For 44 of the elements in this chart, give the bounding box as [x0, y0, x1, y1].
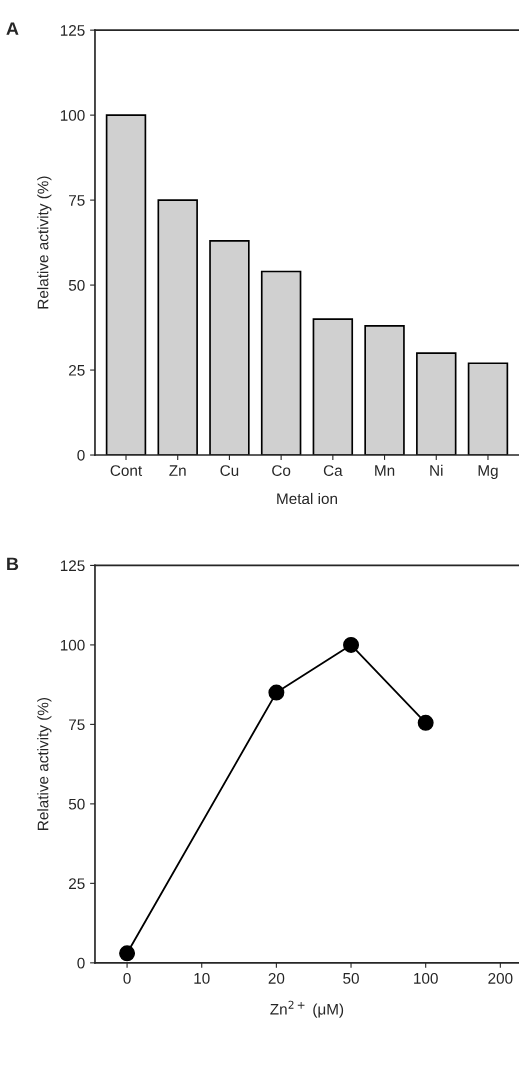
point	[119, 945, 136, 962]
x-tick-label: 10	[194, 972, 210, 984]
x-tick-label: Zn	[169, 465, 186, 476]
y-tick-label: 25	[69, 878, 85, 890]
bar	[364, 325, 405, 456]
text: B	[7, 557, 19, 571]
x-tick-label: Co	[272, 465, 291, 476]
y-tick-label: 0	[77, 957, 85, 969]
x-tick-label: Mg	[478, 465, 498, 479]
bar	[467, 362, 509, 456]
x-tick-label: Cu	[220, 465, 239, 476]
x-tick-label: 100	[414, 972, 438, 984]
point	[417, 714, 434, 731]
y-tick-label: 100	[60, 110, 85, 121]
y-tick-label: 125	[60, 25, 85, 36]
x-tick-label: 50	[343, 972, 359, 984]
y-tick-label: 0	[77, 449, 85, 461]
x-tick-label: 20	[268, 972, 285, 984]
y-tick-label: 125	[60, 560, 85, 572]
bar	[312, 318, 354, 456]
y-axis-title: Relative activity (%)	[37, 698, 52, 830]
x-tick-label: Mn	[375, 465, 395, 476]
x-tick-label: 200	[488, 972, 513, 984]
y-tick-label: 100	[60, 639, 85, 651]
x-axis-title: Zn$^{2+}$ (μM)	[270, 1000, 344, 1018]
x-tick-label: 0	[123, 972, 131, 984]
x-tick-label: Ca	[323, 465, 343, 476]
y-tick-label: 50	[68, 279, 85, 291]
x-tick-label: Cont	[110, 465, 143, 476]
point	[343, 636, 360, 653]
bar	[416, 352, 457, 456]
bar	[260, 270, 302, 456]
bar	[105, 114, 147, 456]
y-tick-label: 25	[69, 364, 85, 376]
y-tick-label: 75	[69, 719, 85, 731]
y-axis-title: Relative activity (%)	[37, 176, 52, 309]
x-tick-label: Ni	[430, 464, 443, 476]
point	[268, 684, 285, 701]
x-axis-title: Metal ion	[277, 492, 337, 505]
text: A	[6, 22, 19, 35]
bar	[209, 240, 250, 456]
bar	[157, 199, 198, 456]
y-tick-label: 75	[69, 195, 85, 206]
y-tick-label: 50	[68, 798, 85, 810]
